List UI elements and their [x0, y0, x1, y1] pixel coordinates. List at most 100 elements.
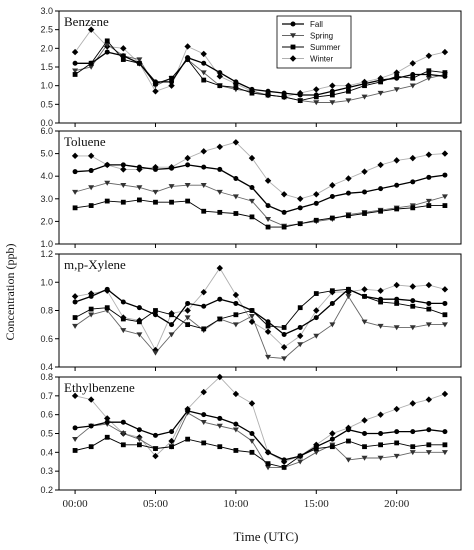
data-point-summer [104, 434, 110, 440]
data-point-spring [104, 42, 111, 48]
data-point-winter [377, 411, 384, 418]
data-point-winter [168, 437, 175, 445]
data-point-fall [345, 286, 351, 292]
data-point-winter [104, 415, 111, 422]
data-point-fall [152, 312, 158, 318]
data-point-spring [168, 184, 175, 190]
data-point-winter [377, 287, 384, 294]
data-point-winter [216, 143, 223, 151]
data-point-winter [216, 73, 223, 80]
data-point-summer [120, 442, 126, 448]
y-tick-label: 1.0 [40, 81, 53, 91]
data-point-summer [362, 211, 367, 216]
data-point-winter [409, 400, 416, 407]
data-point-spring [248, 198, 255, 204]
data-point-spring [409, 83, 416, 89]
data-point-summer [120, 57, 126, 62]
y-tick-label: 1.0 [40, 239, 53, 249]
data-point-winter [232, 139, 240, 146]
data-point-winter [200, 148, 207, 155]
data-point-fall [329, 300, 335, 306]
series-line-winter [74, 376, 446, 463]
panel-2: 0.4 0.6 0.8 1.0 1.2 m,p-Xylene [40, 249, 462, 372]
series-line-spring [74, 43, 446, 103]
data-point-summer [281, 465, 287, 470]
data-point-fall [120, 162, 126, 168]
data-point-fall [169, 322, 175, 328]
data-point-summer [169, 444, 174, 450]
y-tick-label: 2.0 [40, 216, 53, 226]
data-point-summer [378, 208, 383, 214]
data-point-spring [120, 183, 127, 189]
data-point-winter [329, 430, 336, 437]
data-point-fall [281, 90, 287, 96]
data-point-fall [72, 169, 78, 175]
data-point-fall [233, 175, 239, 181]
data-point-winter [409, 283, 416, 290]
data-point-fall [136, 164, 142, 170]
data-point-summer [265, 92, 271, 98]
series-line-winter [75, 141, 445, 200]
data-point-winter [71, 293, 79, 300]
data-point-summer [153, 446, 158, 451]
data-point-summer [104, 38, 110, 44]
data-point-winter [168, 82, 175, 89]
data-point-fall [378, 296, 384, 302]
data-point-fall [394, 296, 400, 302]
data-point-summer [313, 291, 319, 296]
data-point-fall [297, 453, 303, 459]
data-point-spring [329, 322, 336, 328]
legend-marker-fall [290, 21, 296, 27]
data-point-summer [426, 68, 432, 74]
data-point-winter [248, 318, 256, 325]
x-axis-label: Time (UTC) [234, 529, 299, 544]
x-tick-label: 10:00 [223, 498, 249, 510]
data-point-winter [87, 152, 95, 160]
y-tick-label: 3.0 [40, 194, 53, 204]
legend-label-summer: Summer [310, 43, 341, 52]
data-point-fall [378, 186, 384, 192]
data-point-winter [313, 86, 320, 93]
data-point-fall [88, 60, 94, 66]
data-point-fall [249, 308, 255, 313]
data-point-summer [233, 211, 239, 216]
data-point-fall [185, 408, 191, 414]
data-point-fall [169, 429, 175, 435]
data-point-winter [71, 48, 79, 56]
data-point-fall [104, 419, 110, 425]
data-point-spring [136, 332, 143, 338]
data-point-spring [200, 183, 207, 189]
data-point-winter [264, 328, 272, 335]
data-point-fall [120, 53, 126, 59]
data-point-summer [201, 440, 207, 446]
data-point-winter [200, 50, 207, 58]
series-line-spring [74, 182, 446, 227]
data-point-summer [249, 449, 255, 455]
data-point-summer [297, 221, 303, 227]
data-point-spring [345, 457, 352, 463]
data-point-summer [72, 72, 78, 77]
data-point-spring [136, 185, 143, 191]
data-point-winter [441, 48, 449, 56]
data-point-fall [201, 164, 207, 170]
data-point-spring [88, 312, 95, 318]
data-point-fall [362, 81, 368, 87]
data-point-fall [281, 457, 287, 463]
y-tick-label: 2.5 [40, 25, 53, 35]
data-point-summer [137, 442, 142, 448]
data-point-summer [426, 306, 432, 312]
data-point-winter [361, 417, 368, 424]
data-point-winter [329, 182, 336, 189]
data-point-fall [88, 293, 94, 299]
data-point-spring [441, 322, 448, 328]
data-point-spring [329, 100, 336, 106]
data-point-spring [265, 354, 272, 360]
data-point-fall [345, 190, 351, 196]
data-point-summer [185, 322, 191, 328]
data-point-fall [72, 60, 78, 66]
data-point-summer [297, 305, 303, 311]
y-tick-label: 2.0 [40, 43, 53, 53]
data-point-fall [313, 92, 319, 98]
data-point-spring [72, 323, 79, 329]
